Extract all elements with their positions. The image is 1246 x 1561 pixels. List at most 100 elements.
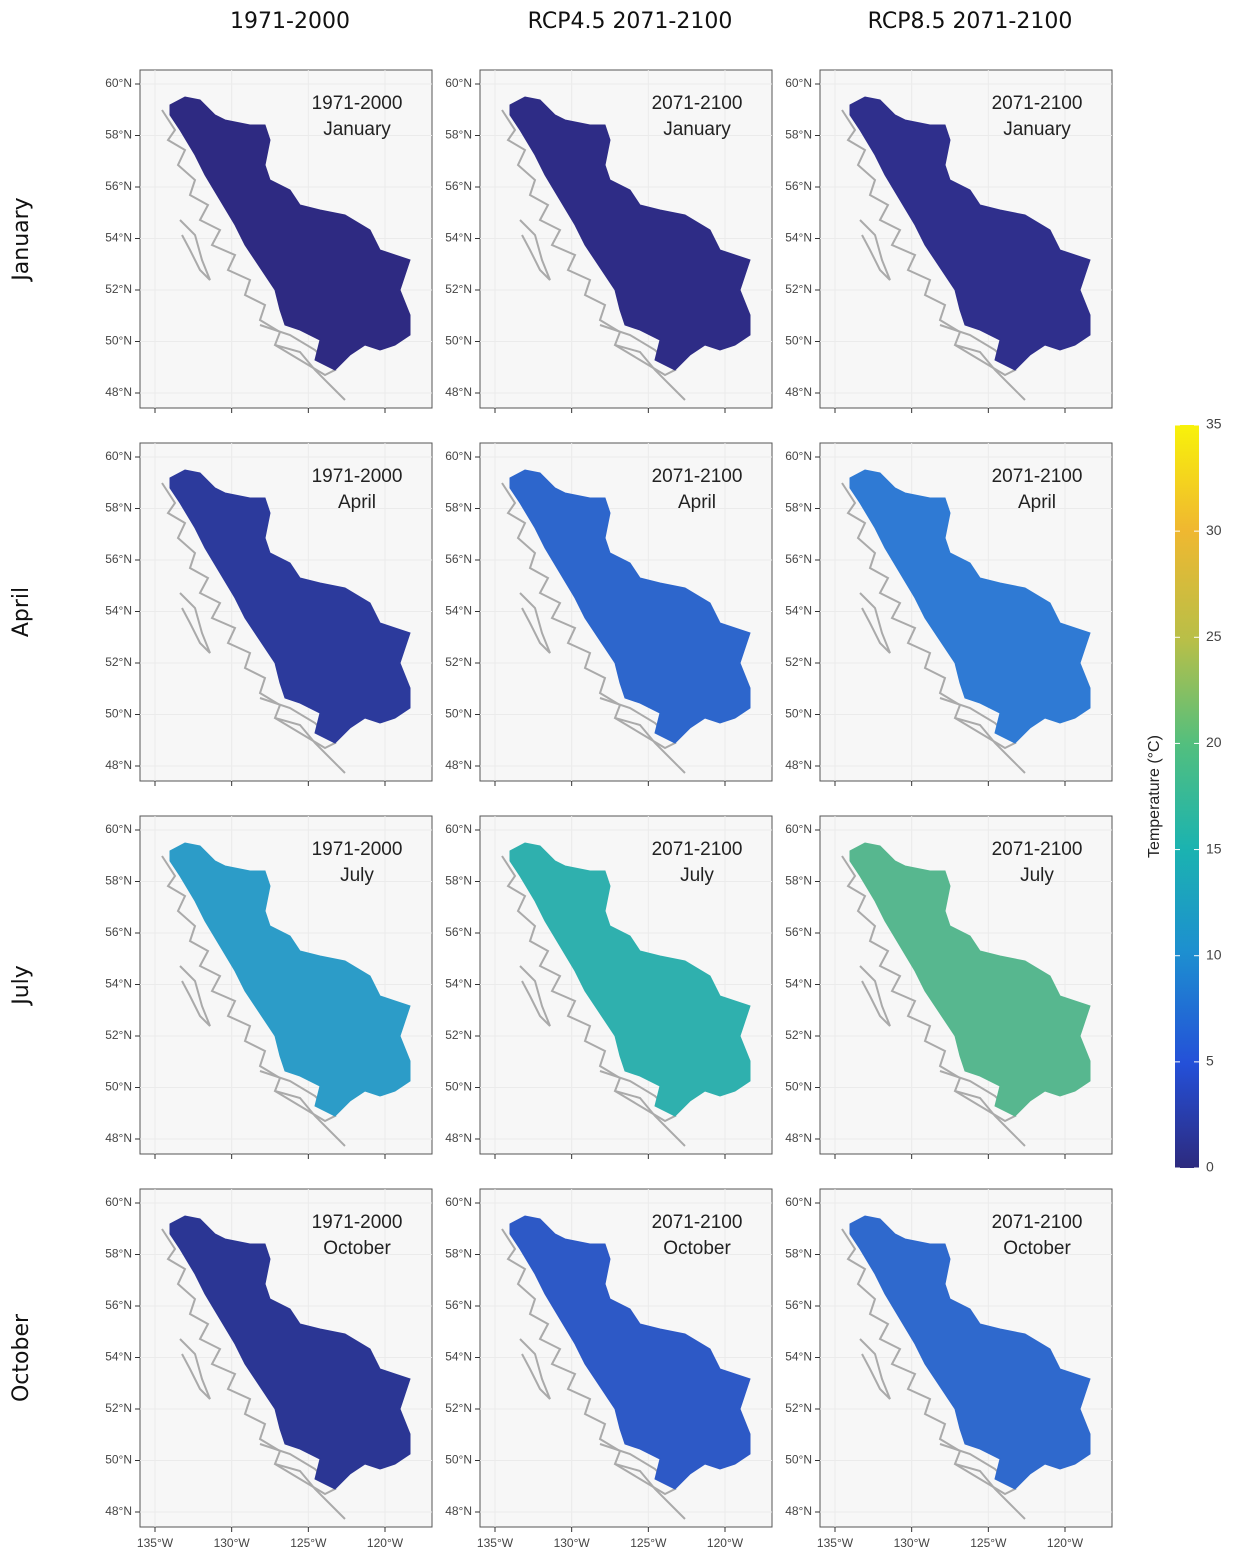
map-panel: 2071-2100 January 60°N 58°N 56°N 54°N 52°N 50°N… — [445, 69, 773, 413]
x-tick-label: 135°W — [137, 1536, 174, 1550]
y-tick-label: 54°N — [785, 604, 812, 618]
y-tick-label: 50°N — [445, 334, 472, 348]
y-tick-label: 56°N — [445, 1298, 472, 1312]
column-header: RCP4.5 2071-2100 — [528, 9, 733, 34]
y-tick-label: 58°N — [785, 501, 812, 515]
coastline — [501, 482, 686, 774]
y-tick-label: 54°N — [105, 977, 132, 991]
column-header: RCP8.5 2071-2100 — [868, 9, 1073, 34]
coastline — [519, 592, 551, 654]
coastline — [519, 219, 551, 281]
y-tick-label: 60°N — [105, 449, 132, 463]
temperature-region — [849, 1215, 1091, 1490]
row-label: October — [9, 1313, 34, 1402]
y-tick-label: 56°N — [105, 1298, 132, 1312]
y-tick-label: 56°N — [445, 552, 472, 566]
colorbar-tick-label: 15 — [1206, 840, 1222, 856]
temperature-region — [509, 1215, 751, 1490]
panel-period: 1971-2000 — [312, 93, 403, 114]
map-panel: 2071-2100 July 60°N 58°N 56°N 54°N 52°N 50°N 48°… — [785, 815, 1113, 1159]
panel-period: 1971-2000 — [312, 1212, 403, 1233]
panel-period: 2071-2100 — [992, 1212, 1083, 1233]
y-tick-label: 60°N — [445, 76, 472, 90]
temperature-region — [169, 469, 411, 744]
coastline — [519, 965, 551, 1027]
map-panel: 1971-2000 April 60°N 58°N 56°N 54°N 52°N 50°N 48… — [105, 442, 433, 786]
y-tick-label: 56°N — [105, 552, 132, 566]
colorbar-tick-label: 25 — [1206, 628, 1222, 644]
panel-period: 1971-2000 — [312, 466, 403, 487]
x-tick-label: 135°W — [477, 1536, 514, 1550]
panel-period: 2071-2100 — [992, 93, 1083, 114]
y-tick-label: 54°N — [445, 604, 472, 618]
y-tick-label: 50°N — [105, 334, 132, 348]
panel-month: April — [338, 492, 376, 513]
y-tick-label: 52°N — [105, 1028, 132, 1042]
y-tick-label: 60°N — [445, 822, 472, 836]
y-tick-label: 60°N — [105, 1195, 132, 1209]
y-tick-label: 50°N — [445, 1080, 472, 1094]
y-tick-label: 58°N — [105, 128, 132, 142]
panel-period: 2071-2100 — [652, 93, 743, 114]
y-tick-label: 58°N — [445, 128, 472, 142]
y-tick-label: 58°N — [105, 874, 132, 888]
panel-month: October — [663, 1238, 731, 1259]
temperature-region — [849, 96, 1091, 371]
y-tick-label: 52°N — [785, 655, 812, 669]
x-tick-label: 125°W — [630, 1536, 667, 1550]
y-tick-label: 56°N — [445, 179, 472, 193]
y-tick-label: 48°N — [785, 1131, 812, 1145]
map-panel: 1971-2000 October 60°N 58°N 56°N 54°N 52°N 50°N… — [105, 1188, 433, 1550]
panel-period: 2071-2100 — [992, 839, 1083, 860]
row-label: July — [9, 965, 34, 1007]
temperature-region — [169, 96, 411, 371]
panel-month: October — [1003, 1238, 1071, 1259]
y-tick-label: 58°N — [105, 1247, 132, 1261]
row-label: January — [9, 197, 34, 282]
temperature-region — [169, 1215, 411, 1490]
coastline — [841, 855, 1026, 1147]
row-label: April — [9, 587, 34, 637]
y-tick-label: 48°N — [105, 1504, 132, 1518]
map-panel: 2071-2100 April 60°N 58°N 56°N 54°N 52°N 50°N 48… — [445, 442, 773, 786]
column-header: 1971-2000 — [230, 9, 350, 34]
y-tick-label: 50°N — [105, 1080, 132, 1094]
coastline — [501, 855, 686, 1147]
coastline — [179, 219, 211, 281]
coastline — [161, 109, 346, 401]
coastline — [161, 1228, 346, 1520]
panel-period: 2071-2100 — [652, 839, 743, 860]
temperature-region — [509, 842, 751, 1117]
coastline — [161, 855, 346, 1147]
y-tick-label: 54°N — [445, 231, 472, 245]
x-tick-label: 120°W — [367, 1536, 404, 1550]
y-tick-label: 52°N — [445, 1028, 472, 1042]
y-tick-label: 50°N — [105, 1453, 132, 1467]
y-tick-label: 60°N — [105, 76, 132, 90]
panel-month: October — [323, 1238, 391, 1259]
y-tick-label: 50°N — [105, 707, 132, 721]
temperature-region — [169, 842, 411, 1117]
colorbar-tick-label: 30 — [1206, 522, 1222, 538]
y-tick-label: 52°N — [105, 1401, 132, 1415]
y-tick-label: 58°N — [105, 501, 132, 515]
y-tick-label: 50°N — [785, 334, 812, 348]
coastline — [519, 1338, 551, 1400]
y-tick-label: 54°N — [785, 977, 812, 991]
map-panel: 2071-2100 January 60°N 58°N 56°N 54°N 52°N 50°N… — [785, 69, 1113, 413]
y-tick-label: 48°N — [105, 1131, 132, 1145]
y-tick-label: 48°N — [445, 758, 472, 772]
colorbar-tick-label: 0 — [1206, 1159, 1214, 1175]
y-tick-label: 60°N — [445, 1195, 472, 1209]
y-tick-label: 58°N — [445, 501, 472, 515]
y-tick-label: 58°N — [785, 128, 812, 142]
y-tick-label: 48°N — [445, 1131, 472, 1145]
y-tick-label: 60°N — [785, 76, 812, 90]
y-tick-label: 50°N — [785, 707, 812, 721]
y-tick-label: 58°N — [445, 1247, 472, 1261]
y-tick-label: 50°N — [785, 1080, 812, 1094]
y-tick-label: 52°N — [785, 1401, 812, 1415]
x-tick-label: 120°W — [1047, 1536, 1084, 1550]
coastline — [179, 965, 211, 1027]
